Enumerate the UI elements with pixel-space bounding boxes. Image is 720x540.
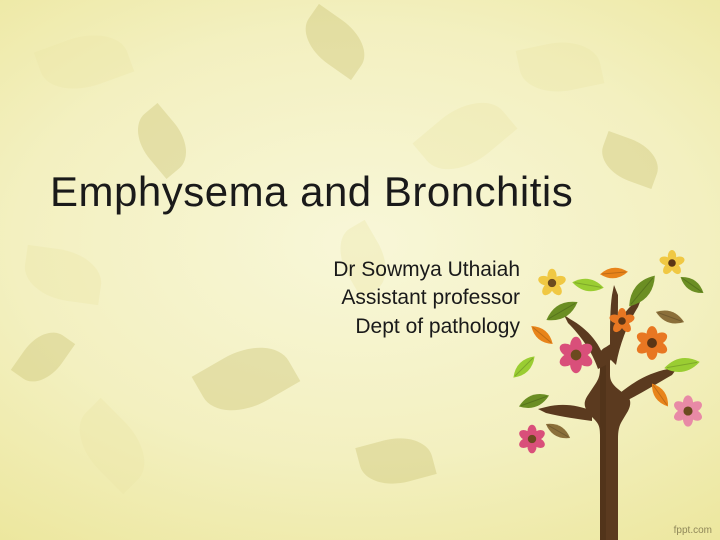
tree-flower [672,395,704,426]
watermark: fppt.com [674,525,712,536]
tree-flower [658,250,685,276]
tree-flower [635,326,670,360]
tree-flower [517,425,546,454]
background-leaf [64,398,160,494]
background-leaf [294,4,377,80]
background-leaf [192,331,301,427]
role-line: Assistant professor [270,284,520,312]
background-leaf [516,34,605,100]
author-line: Dr Sowmya Uthaiah [270,256,520,284]
background-leaf [595,131,665,189]
slide: Emphysema and Bronchitis Dr Sowmya Uthai… [0,0,720,540]
tree-illustration [492,225,712,540]
slide-title: Emphysema and Bronchitis [50,168,573,216]
slide-subtitle: Dr Sowmya Uthaiah Assistant professor De… [270,256,520,341]
background-leaf [21,245,105,305]
background-leaf [34,23,134,102]
background-leaf [11,322,75,391]
department-line: Dept of pathology [270,313,520,341]
tree-flower [537,269,567,298]
background-leaf [355,429,436,492]
